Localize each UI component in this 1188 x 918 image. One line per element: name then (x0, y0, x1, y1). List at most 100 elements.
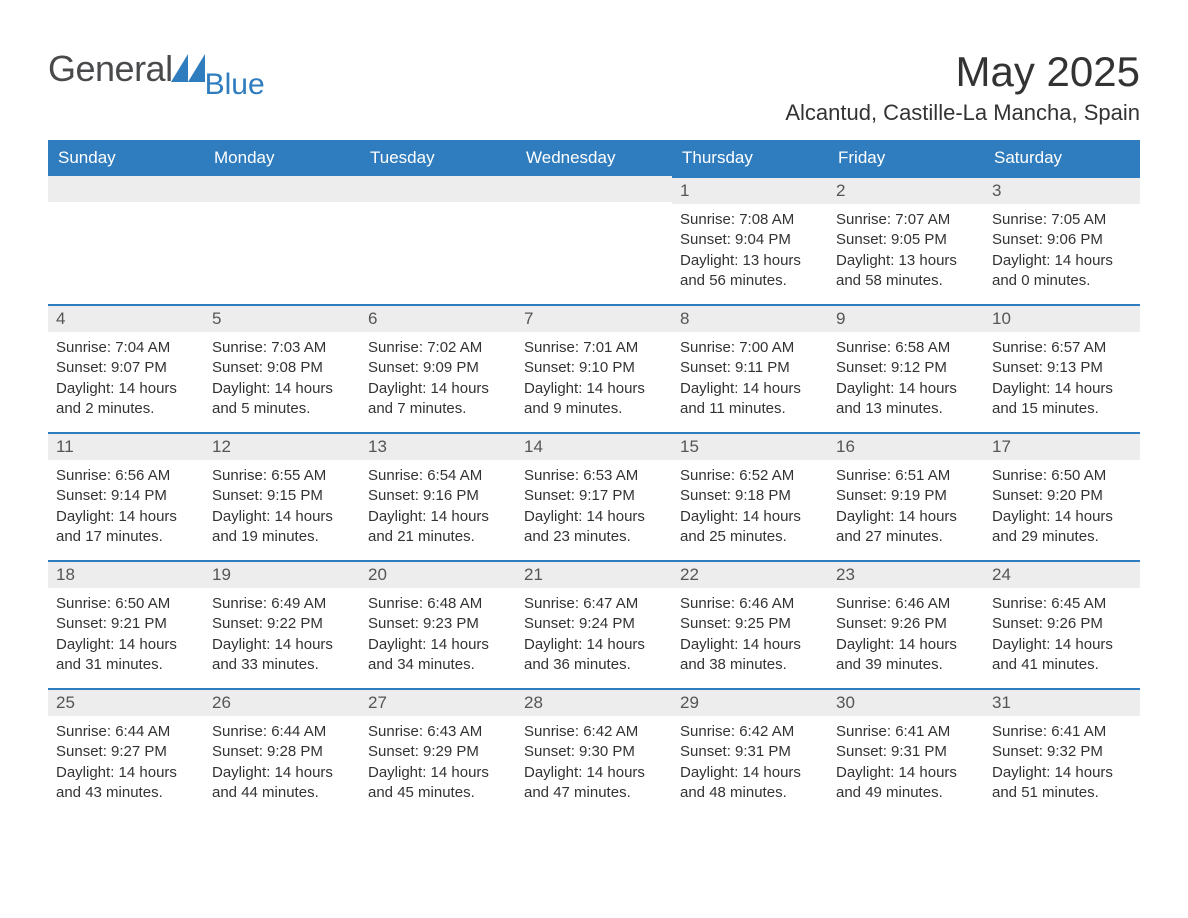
day-details: Sunrise: 6:52 AMSunset: 9:18 PMDaylight:… (672, 460, 828, 551)
day-number: 25 (48, 688, 204, 716)
daylight-line1: Daylight: 14 hours (368, 379, 508, 399)
sunset-text: Sunset: 9:31 PM (680, 742, 820, 762)
sunset-text: Sunset: 9:04 PM (680, 230, 820, 250)
day-details: Sunrise: 6:42 AMSunset: 9:30 PMDaylight:… (516, 716, 672, 807)
daylight-line2: and 58 minutes. (836, 271, 976, 291)
daylight-line2: and 48 minutes. (680, 783, 820, 803)
daylight-line2: and 45 minutes. (368, 783, 508, 803)
day-number: 30 (828, 688, 984, 716)
daylight-line1: Daylight: 14 hours (836, 379, 976, 399)
calendar-day-cell: 29Sunrise: 6:42 AMSunset: 9:31 PMDayligh… (672, 688, 828, 816)
day-details: Sunrise: 6:50 AMSunset: 9:20 PMDaylight:… (984, 460, 1140, 551)
calendar-day-cell (360, 176, 516, 304)
daylight-line1: Daylight: 14 hours (56, 507, 196, 527)
daylight-line2: and 11 minutes. (680, 399, 820, 419)
day-number: 4 (48, 304, 204, 332)
sunset-text: Sunset: 9:30 PM (524, 742, 664, 762)
calendar-day-cell: 21Sunrise: 6:47 AMSunset: 9:24 PMDayligh… (516, 560, 672, 688)
day-details: Sunrise: 6:55 AMSunset: 9:15 PMDaylight:… (204, 460, 360, 551)
calendar-day-cell: 26Sunrise: 6:44 AMSunset: 9:28 PMDayligh… (204, 688, 360, 816)
day-number: 27 (360, 688, 516, 716)
day-details: Sunrise: 7:02 AMSunset: 9:09 PMDaylight:… (360, 332, 516, 423)
day-number: 3 (984, 176, 1140, 204)
sunrise-text: Sunrise: 6:47 AM (524, 594, 664, 614)
sunrise-text: Sunrise: 7:03 AM (212, 338, 352, 358)
daylight-line2: and 7 minutes. (368, 399, 508, 419)
calendar-day-cell: 14Sunrise: 6:53 AMSunset: 9:17 PMDayligh… (516, 432, 672, 560)
daylight-line1: Daylight: 14 hours (524, 379, 664, 399)
daylight-line2: and 0 minutes. (992, 271, 1132, 291)
sunrise-text: Sunrise: 6:46 AM (680, 594, 820, 614)
sunset-text: Sunset: 9:20 PM (992, 486, 1132, 506)
sunset-text: Sunset: 9:18 PM (680, 486, 820, 506)
sunrise-text: Sunrise: 6:51 AM (836, 466, 976, 486)
day-number: 1 (672, 176, 828, 204)
sunset-text: Sunset: 9:26 PM (992, 614, 1132, 634)
calendar-day-cell: 27Sunrise: 6:43 AMSunset: 9:29 PMDayligh… (360, 688, 516, 816)
daylight-line2: and 36 minutes. (524, 655, 664, 675)
calendar-day-cell: 15Sunrise: 6:52 AMSunset: 9:18 PMDayligh… (672, 432, 828, 560)
daylight-line2: and 39 minutes. (836, 655, 976, 675)
calendar-day-cell: 13Sunrise: 6:54 AMSunset: 9:16 PMDayligh… (360, 432, 516, 560)
day-number: 2 (828, 176, 984, 204)
day-number: 19 (204, 560, 360, 588)
calendar-day-cell (516, 176, 672, 304)
weekday-header: Wednesday (516, 140, 672, 176)
day-details: Sunrise: 7:07 AMSunset: 9:05 PMDaylight:… (828, 204, 984, 295)
day-number: 11 (48, 432, 204, 460)
daylight-line1: Daylight: 14 hours (212, 635, 352, 655)
day-details: Sunrise: 7:03 AMSunset: 9:08 PMDaylight:… (204, 332, 360, 423)
weekday-header: Thursday (672, 140, 828, 176)
sunset-text: Sunset: 9:13 PM (992, 358, 1132, 378)
day-details: Sunrise: 6:44 AMSunset: 9:28 PMDaylight:… (204, 716, 360, 807)
sunrise-text: Sunrise: 6:58 AM (836, 338, 976, 358)
sunrise-text: Sunrise: 7:05 AM (992, 210, 1132, 230)
day-details: Sunrise: 6:42 AMSunset: 9:31 PMDaylight:… (672, 716, 828, 807)
day-details: Sunrise: 6:57 AMSunset: 9:13 PMDaylight:… (984, 332, 1140, 423)
daylight-line1: Daylight: 14 hours (680, 635, 820, 655)
daylight-line2: and 15 minutes. (992, 399, 1132, 419)
sunrise-text: Sunrise: 6:48 AM (368, 594, 508, 614)
sunrise-text: Sunrise: 6:44 AM (56, 722, 196, 742)
daylight-line1: Daylight: 14 hours (680, 379, 820, 399)
sunrise-text: Sunrise: 7:01 AM (524, 338, 664, 358)
daylight-line2: and 51 minutes. (992, 783, 1132, 803)
day-number: 31 (984, 688, 1140, 716)
sunrise-text: Sunrise: 6:53 AM (524, 466, 664, 486)
day-details: Sunrise: 7:00 AMSunset: 9:11 PMDaylight:… (672, 332, 828, 423)
daylight-line1: Daylight: 14 hours (56, 763, 196, 783)
calendar-day-cell: 30Sunrise: 6:41 AMSunset: 9:31 PMDayligh… (828, 688, 984, 816)
sunrise-text: Sunrise: 6:55 AM (212, 466, 352, 486)
day-number: 15 (672, 432, 828, 460)
daylight-line1: Daylight: 14 hours (212, 763, 352, 783)
day-number: 14 (516, 432, 672, 460)
daylight-line2: and 21 minutes. (368, 527, 508, 547)
daylight-line1: Daylight: 14 hours (368, 635, 508, 655)
sunset-text: Sunset: 9:19 PM (836, 486, 976, 506)
sunrise-text: Sunrise: 7:00 AM (680, 338, 820, 358)
day-details: Sunrise: 6:41 AMSunset: 9:31 PMDaylight:… (828, 716, 984, 807)
daylight-line2: and 31 minutes. (56, 655, 196, 675)
calendar-week-row: 4Sunrise: 7:04 AMSunset: 9:07 PMDaylight… (48, 304, 1140, 432)
sunrise-text: Sunrise: 6:57 AM (992, 338, 1132, 358)
sunrise-text: Sunrise: 6:46 AM (836, 594, 976, 614)
day-details: Sunrise: 6:46 AMSunset: 9:26 PMDaylight:… (828, 588, 984, 679)
day-details: Sunrise: 7:05 AMSunset: 9:06 PMDaylight:… (984, 204, 1140, 295)
daylight-line2: and 2 minutes. (56, 399, 196, 419)
sunset-text: Sunset: 9:25 PM (680, 614, 820, 634)
calendar-day-cell: 4Sunrise: 7:04 AMSunset: 9:07 PMDaylight… (48, 304, 204, 432)
day-number: 21 (516, 560, 672, 588)
day-number: 23 (828, 560, 984, 588)
day-number: 29 (672, 688, 828, 716)
daylight-line2: and 49 minutes. (836, 783, 976, 803)
calendar-week-row: 1Sunrise: 7:08 AMSunset: 9:04 PMDaylight… (48, 176, 1140, 304)
day-details: Sunrise: 6:58 AMSunset: 9:12 PMDaylight:… (828, 332, 984, 423)
sunrise-text: Sunrise: 6:41 AM (836, 722, 976, 742)
calendar-week-row: 25Sunrise: 6:44 AMSunset: 9:27 PMDayligh… (48, 688, 1140, 816)
daylight-line1: Daylight: 14 hours (368, 507, 508, 527)
daylight-line1: Daylight: 14 hours (836, 507, 976, 527)
sunset-text: Sunset: 9:15 PM (212, 486, 352, 506)
day-number: 24 (984, 560, 1140, 588)
sunset-text: Sunset: 9:24 PM (524, 614, 664, 634)
calendar-day-cell: 10Sunrise: 6:57 AMSunset: 9:13 PMDayligh… (984, 304, 1140, 432)
